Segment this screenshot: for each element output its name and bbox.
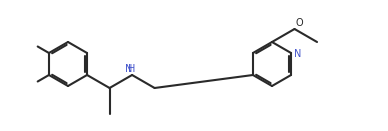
Text: N: N bbox=[294, 49, 301, 59]
Text: H: H bbox=[128, 64, 136, 74]
Text: N: N bbox=[125, 64, 132, 74]
Text: O: O bbox=[296, 18, 303, 28]
